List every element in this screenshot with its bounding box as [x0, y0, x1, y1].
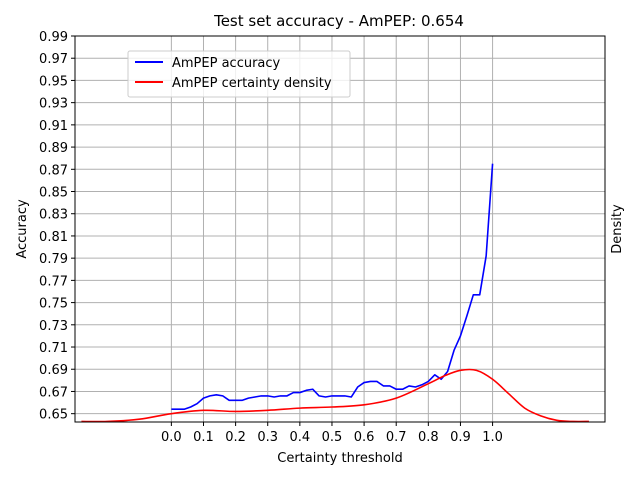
- x-tick-label: 0.6: [354, 430, 375, 445]
- legend-box: [127, 50, 351, 98]
- y-tick-label: 0.77: [39, 274, 68, 289]
- y-tick-label: 0.97: [39, 52, 68, 67]
- y-tick-label: 0.99: [39, 30, 68, 45]
- series-line-1: [81, 368, 589, 423]
- y-axis-ticks: 0.65 0.67 0.69 0.71 0.73 0.75 0.77 0.79 0.81 0.83…: [39, 30, 75, 423]
- y-tick-label: 0.95: [39, 74, 68, 89]
- y-axis-label: Accuracy: [15, 199, 30, 259]
- x-tick-label: 0.5: [322, 430, 343, 445]
- y-tick-label: 0.91: [39, 119, 68, 134]
- legend: AmPEP accuracy AmPEP certainty density: [127, 50, 351, 98]
- y-tick-label: 0.67: [39, 385, 68, 400]
- y-tick-label: 0.79: [39, 252, 68, 267]
- grid: [75, 35, 605, 422]
- y-tick-label: 0.81: [39, 230, 68, 245]
- y-tick-label: 0.69: [39, 363, 68, 378]
- series-lines: [81, 163, 589, 423]
- y-tick-label: 0.73: [39, 319, 68, 334]
- x-axis-ticks: 0.0 0.1 0.2 0.3 0.4 0.5 0.6 0.7 0.8 0.9 1.0: [161, 422, 503, 445]
- chart-title: Test set accuracy - AmPEP: 0.654: [213, 12, 464, 30]
- x-tick-label: 0.1: [193, 430, 214, 445]
- legend-label-density: AmPEP certainty density: [172, 76, 332, 91]
- plot-frame: [74, 35, 606, 423]
- y-tick-label: 0.75: [39, 297, 68, 312]
- x-tick-label: 0.0: [161, 430, 182, 445]
- x-axis-label: Certainty threshold: [277, 451, 402, 466]
- x-tick-label: 0.2: [225, 430, 246, 445]
- y-tick-label: 0.89: [39, 141, 68, 156]
- y-tick-label: 0.65: [39, 408, 68, 423]
- x-tick-label: 0.3: [257, 430, 278, 445]
- y-tick-label: 0.93: [39, 97, 68, 112]
- y-tick-label: 0.85: [39, 186, 68, 201]
- y-tick-label: 0.87: [39, 163, 68, 178]
- x-tick-label: 0.8: [418, 430, 439, 445]
- x-tick-label: 1.0: [482, 430, 503, 445]
- y-tick-label: 0.83: [39, 208, 68, 223]
- x-tick-label: 0.9: [450, 430, 471, 445]
- x-tick-label: 0.7: [386, 430, 407, 445]
- y2-axis-label: Density: [610, 204, 625, 254]
- y-tick-label: 0.71: [39, 341, 68, 356]
- legend-label-accuracy: AmPEP accuracy: [172, 56, 281, 71]
- x-tick-label: 0.4: [290, 430, 311, 445]
